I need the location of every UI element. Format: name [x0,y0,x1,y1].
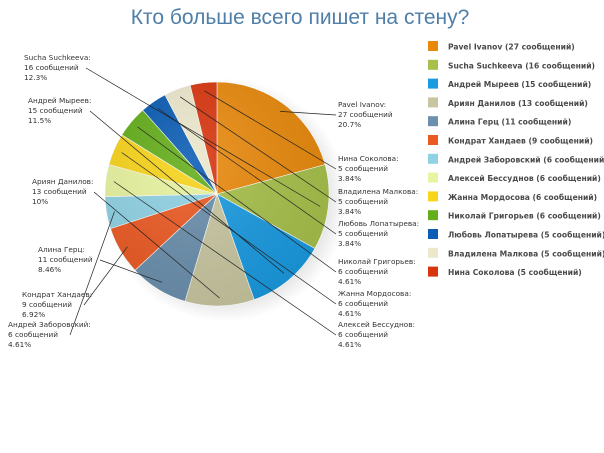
slice-label-алексей-бессуднов-line1: Алексей Бессуднов: [338,320,415,329]
slice-label-андрей-мыреев-line2: 15 сообщений [28,106,83,115]
leader-line-sucha-suchkeeva [85,67,321,207]
legend-label-нина-соколова: Нина Соколова (5 сообщений) [448,268,582,277]
slice-label-любовь-лопатырева-line2: 5 сообщений [338,229,388,238]
leader-line-жанна-мордосова [121,152,337,305]
legend-swatch-андрей-заборовский [428,153,438,164]
slice-label-владилена-малкова-line3: 3.84% [338,207,361,216]
legend-label-андрей-мыреев: Андрей Мыреев (15 сообщений) [448,80,591,89]
slice-label-алина-герц-line3: 8.46% [38,265,61,274]
slice-label-кондрат-хандаев-line1: Кондрат Хандаев: [22,290,92,299]
slice-label-алексей-бессуднов-line2: 6 сообщений [338,330,388,339]
slice-label-андрей-заборовский-line1: Андрей Заборовский: [8,320,91,329]
legend-label-pavel-ivanov: Pavel Ivanov (27 сообщений) [448,43,575,52]
legend-label-любовь-лопатырева: Любовь Лопатырева (5 сообщений) [448,231,604,240]
legend-label-кондрат-хандаев: Кондрат Хандаев (9 сообщений) [448,137,593,146]
leader-line-любовь-лопатырева [157,108,337,235]
legend-label-андрей-заборовский: Андрей Заборовский (6 сообщений) [448,155,604,164]
slice-label-pavel-ivanov-line2: 27 сообщений [338,110,393,119]
legend: Pavel Ivanov (27 сообщений) Sucha Suchkee… [428,41,604,277]
slice-label-любовь-лопатырева-line3: 3.84% [338,239,361,248]
slice-label-жанна-мордосова-line1: Жанна Мордосова: [338,289,411,298]
legend-swatch-pavel-ivanov [428,41,438,51]
slice-label-кондрат-хандаев-line2: 9 сообщений [22,300,72,309]
slice-label-андрей-мыреев-line1: Андрей Мыреев: [28,96,91,105]
leader-line-андрей-мыреев [89,110,285,274]
slice-label-николай-григорьев-line2: 6 сообщений [338,267,388,276]
legend-label-николай-григорьев: Николай Григорьев (6 сообщений) [448,212,601,221]
slice-label-ариян-данилов-line1: Ариян Данилов: [32,177,93,186]
leader-line-владилена-малкова [179,96,337,203]
leader-line-алексей-бессуднов [113,181,337,336]
slice-label-николай-григорьев-line1: Николай Григорьев: [338,257,416,266]
slice-label-алексей-бессуднов-line3: 4.61% [338,340,361,349]
slice-label-андрей-мыреев-line3: 11.5% [28,116,51,125]
slice-label-андрей-заборовский-line2: 6 сообщений [8,330,58,339]
legend-swatch-алина-герц [428,116,438,127]
slice-label-ариян-данилов-line3: 10% [32,197,48,206]
slice-label-владилена-малкова-line2: 5 сообщений [338,197,388,206]
slice-label-николай-григорьев-line3: 4.61% [338,277,361,286]
slice-label-нина-соколова-line2: 5 сообщений [338,164,388,173]
leader-line-ариян-данилов [93,191,220,299]
legend-label-жанна-мордосова: Жанна Мордосова (6 сообщений) [448,193,597,202]
legend-swatch-кондрат-хандаев [428,135,438,145]
legend-swatch-нина-соколова [428,266,438,277]
slice-label-любовь-лопатырева-line1: Любовь Лопатырева: [338,219,419,228]
legend-swatch-андрей-мыреев [428,78,438,89]
slice-label-владилена-малкова-line1: Владилена Малкова: [338,187,418,196]
legend-swatch-алексей-бессуднов [428,172,438,183]
legend-label-sucha-suchkeeva: Sucha Suchkeeva (16 сообщений) [448,61,595,70]
legend-label-алина-герц: Алина Герц (11 сообщений) [448,118,571,127]
slice-label-sucha-suchkeeva-line1: Sucha Suchkeeva: [24,53,91,62]
legend-label-ариян-данилов: Ариян Данилов (13 сообщений) [448,99,588,108]
slice-label-sucha-suchkeeva-line3: 12.3% [24,73,47,82]
leader-line-нина-соколова [204,90,337,170]
label-leader-lines [69,67,337,336]
legend-swatch-sucha-suchkeeva [428,59,438,70]
leader-line-pavel-ivanov [280,111,337,116]
slice-label-ариян-данилов-line2: 13 сообщений [32,187,87,196]
leader-line-кондрат-хандаев [83,246,128,306]
slice-label-жанна-мордосова-line3: 4.61% [338,309,361,318]
slice-label-андрей-заборовский-line3: 4.61% [8,340,31,349]
legend-swatch-любовь-лопатырева [428,229,438,239]
slice-label-pavel-ivanov-line1: Pavel Ivanov: [338,100,386,109]
chart-title: Кто больше всего пишет на стену? [131,6,470,29]
slice-label-алина-герц-line2: 11 сообщений [38,255,93,264]
slice-label-нина-соколова-line1: Нина Соколова: [338,154,399,163]
leader-line-алина-герц [99,259,163,283]
legend-swatch-ариян-данилов [428,97,438,108]
legend-swatch-жанна-мордосова [428,191,438,202]
legend-label-алексей-бессуднов: Алексей Бессуднов (6 сообщений) [448,174,601,183]
leader-line-николай-григорьев [137,126,337,273]
pie-slices [104,81,330,307]
slice-label-алина-герц-line1: Алина Герц: [38,245,85,254]
slice-label-кондрат-хандаев-line3: 6.92% [22,310,45,319]
slice-label-pavel-ivanov-line3: 20.7% [338,120,361,129]
legend-swatch-николай-григорьев [428,210,438,221]
slice-label-нина-соколова-line3: 3.84% [338,174,361,183]
slice-label-жанна-мордосова-line2: 6 сообщений [338,299,388,308]
legend-swatch-владилена-малкова [428,247,438,258]
slice-label-sucha-suchkeeva-line2: 16 сообщений [24,63,79,72]
legend-label-владилена-малкова: Владилена Малкова (5 сообщений) [448,249,604,258]
leader-line-андрей-заборовский [69,211,115,336]
